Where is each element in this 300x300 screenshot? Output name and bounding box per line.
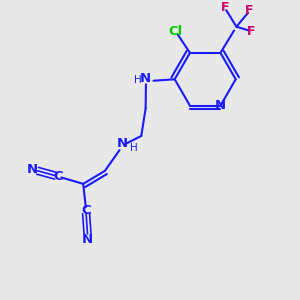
Text: H: H [130,143,137,153]
Text: N: N [117,137,128,150]
Text: Cl: Cl [168,25,182,38]
Text: N: N [82,232,93,246]
Text: F: F [220,1,229,14]
Text: N: N [215,99,226,112]
Text: F: F [247,25,255,38]
Text: H: H [134,75,142,85]
Text: C: C [81,203,91,217]
Text: N: N [140,72,151,85]
Text: F: F [245,4,254,17]
Text: C: C [54,170,63,183]
Text: N: N [27,163,38,176]
